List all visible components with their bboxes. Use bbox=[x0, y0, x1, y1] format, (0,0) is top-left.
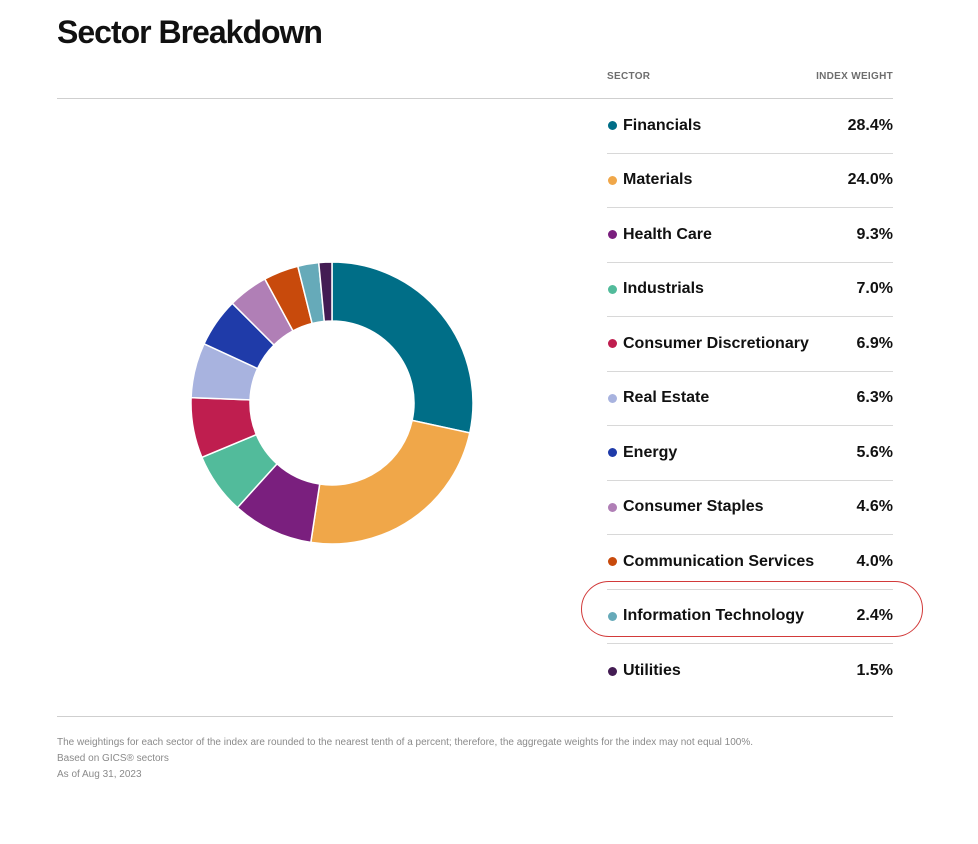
legend-value-real-estate: 6.3% bbox=[856, 389, 893, 407]
sector-legend: Financials 28.4% Materials 24.0% Health Care… bbox=[607, 99, 893, 699]
legend-row-information-technology: Information Technology 2.4% bbox=[607, 590, 893, 644]
legend-value-health-care: 9.3% bbox=[856, 225, 893, 243]
as-of-date: As of Aug 31, 2023 bbox=[57, 769, 142, 780]
legend-row-materials: Materials 24.0% bbox=[607, 154, 893, 208]
legend-value-materials: 24.0% bbox=[847, 171, 893, 189]
legend-row-communication-services: Communication Services 4.0% bbox=[607, 535, 893, 590]
legend-value-communication-services: 4.0% bbox=[856, 552, 893, 570]
donut-slice-materials[interactable] bbox=[309, 419, 471, 545]
legend-row-consumer-staples: Consumer Staples 4.6% bbox=[607, 481, 893, 535]
legend-dot-real-estate bbox=[608, 393, 617, 403]
sector-donut-chart bbox=[190, 261, 474, 545]
legend-label-communication-services: Communication Services bbox=[623, 552, 815, 570]
legend-value-consumer-discretionary: 6.9% bbox=[856, 334, 893, 352]
legend-label-energy: Energy bbox=[623, 443, 678, 461]
legend-label-utilities: Utilities bbox=[623, 662, 681, 680]
page-title: Sector Breakdown bbox=[57, 14, 323, 50]
legend-value-financials: 28.4% bbox=[847, 116, 893, 134]
legend-value-utilities: 1.5% bbox=[856, 662, 893, 680]
legend-dot-consumer-staples bbox=[608, 502, 617, 512]
donut-slice-financials[interactable] bbox=[331, 261, 474, 434]
legend-value-industrials: 7.0% bbox=[856, 280, 893, 298]
legend-label-information-technology: Information Technology bbox=[623, 607, 805, 625]
legend-dot-health-care bbox=[608, 230, 617, 240]
legend-label-consumer-discretionary: Consumer Discretionary bbox=[623, 334, 809, 352]
legend-dot-financials bbox=[608, 121, 617, 131]
legend-value-energy: 5.6% bbox=[856, 443, 893, 461]
legend-label-materials: Materials bbox=[623, 171, 693, 189]
sector-column-header: SECTOR bbox=[607, 71, 651, 82]
rounding-note: The weightings for each sector of the in… bbox=[57, 737, 753, 748]
legend-label-health-care: Health Care bbox=[623, 225, 712, 243]
legend-value-consumer-staples: 4.6% bbox=[856, 498, 893, 516]
legend-row-energy: Energy 5.6% bbox=[607, 426, 893, 481]
legend-row-financials: Financials 28.4% bbox=[607, 99, 893, 154]
legend-value-information-technology: 2.4% bbox=[856, 607, 893, 625]
gics-note: Based on GICS® sectors bbox=[57, 753, 169, 764]
legend-row-real-estate: Real Estate 6.3% bbox=[607, 372, 893, 426]
top-divider bbox=[57, 98, 893, 99]
legend-dot-energy bbox=[608, 448, 617, 458]
footnotes: The weightings for each sector of the in… bbox=[57, 735, 753, 783]
legend-dot-consumer-discretionary bbox=[608, 339, 617, 349]
legend-label-financials: Financials bbox=[623, 116, 702, 134]
legend-label-industrials: Industrials bbox=[623, 280, 704, 298]
legend-label-consumer-staples: Consumer Staples bbox=[623, 498, 764, 516]
legend-row-industrials: Industrials 7.0% bbox=[607, 263, 893, 317]
donut-slice-utilities[interactable] bbox=[317, 261, 333, 323]
bottom-divider bbox=[57, 716, 893, 717]
legend-row-utilities: Utilities 1.5% bbox=[607, 644, 893, 699]
legend-dot-industrials bbox=[608, 284, 617, 294]
index-weight-column-header: INDEX WEIGHT bbox=[816, 71, 893, 82]
legend-row-health-care: Health Care 9.3% bbox=[607, 208, 893, 263]
legend-dot-information-technology bbox=[608, 611, 617, 621]
legend-dot-utilities bbox=[608, 666, 617, 676]
legend-label-real-estate: Real Estate bbox=[623, 389, 710, 407]
legend-dot-materials bbox=[608, 175, 617, 185]
legend-row-consumer-discretionary: Consumer Discretionary 6.9% bbox=[607, 317, 893, 372]
legend-dot-communication-services bbox=[608, 557, 617, 567]
